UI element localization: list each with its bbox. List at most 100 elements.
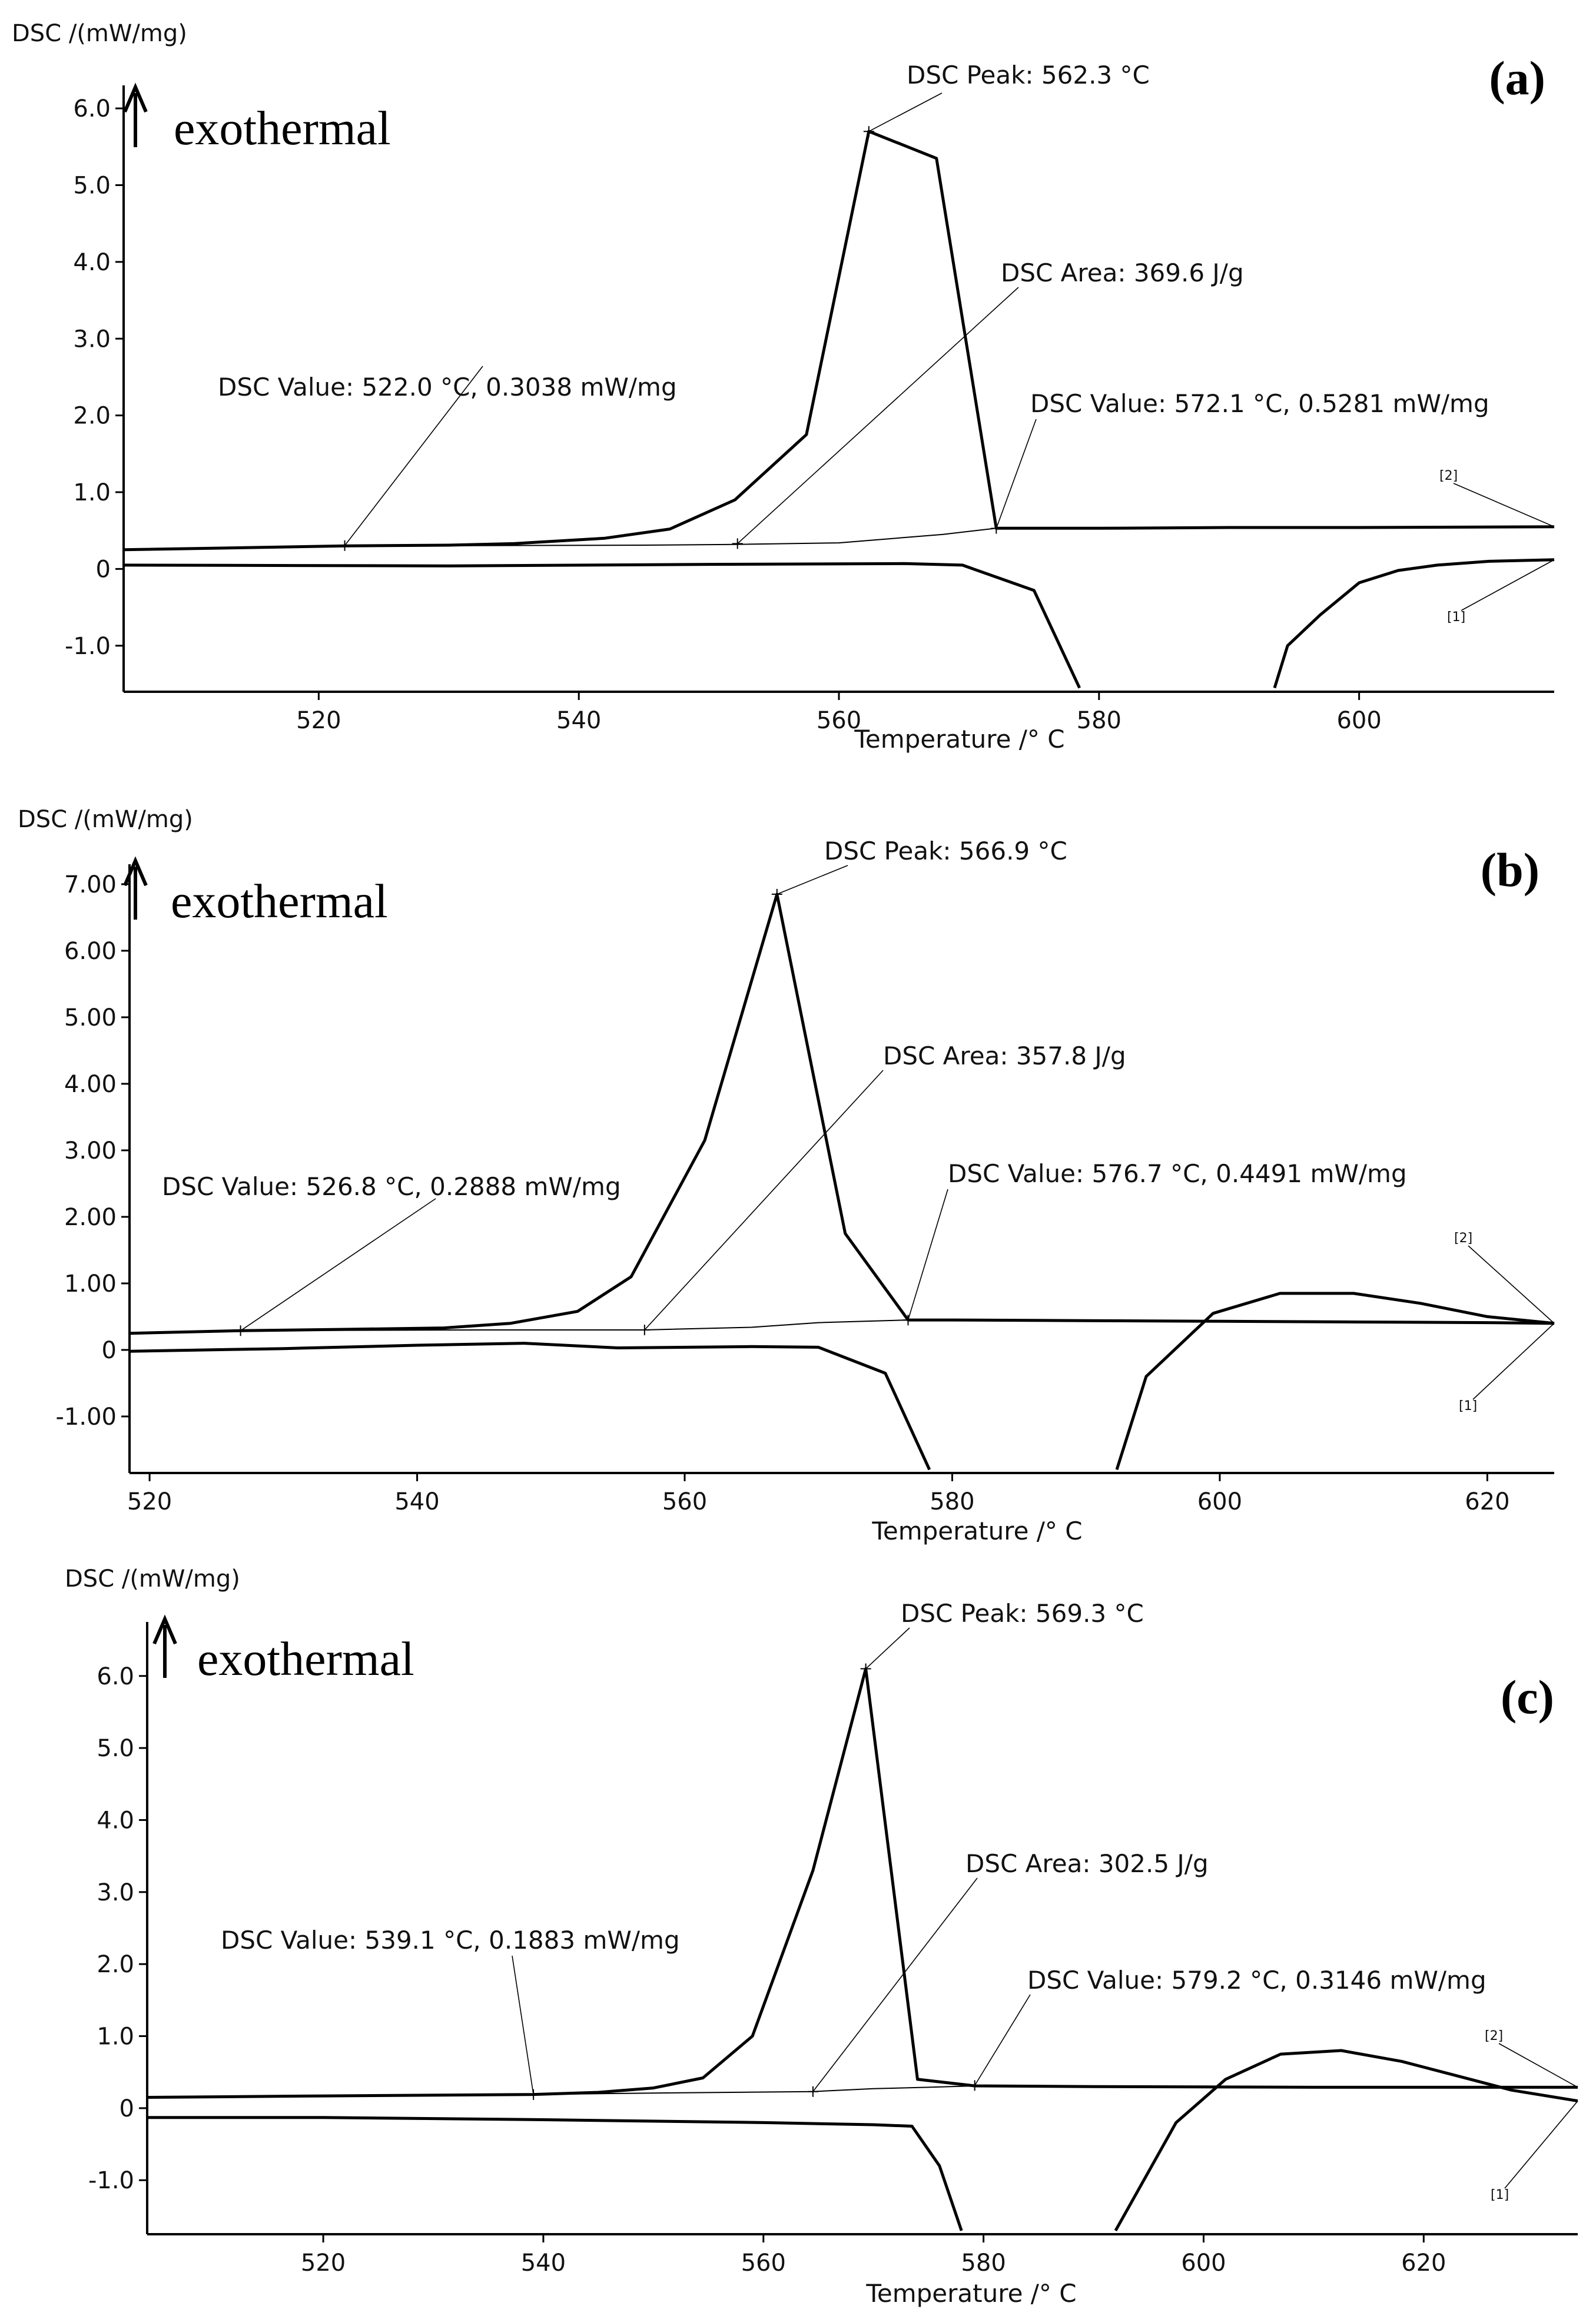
annotation-leader	[512, 1955, 534, 2095]
annotation-label: DSC Peak: 562.3 °C	[907, 61, 1150, 89]
area-baseline-line	[344, 528, 997, 547]
curve-tag: [1]	[1491, 2188, 1509, 2202]
dsc-curve-1	[123, 562, 1081, 689]
curve-tag-leader	[1468, 1245, 1555, 1324]
point-marker	[991, 523, 1002, 534]
annotation-label: DSC Value: 579.2 °C, 0.3146 mW/mg	[1027, 1966, 1486, 1995]
annotation-leader	[996, 419, 1037, 529]
x-tick-label: 540	[556, 707, 601, 734]
point-marker	[863, 126, 874, 137]
annotation-label: DSC Value: 539.1 °C, 0.1883 mW/mg	[221, 1926, 680, 1955]
y-tick-label: 5.0	[73, 172, 111, 199]
point-marker	[528, 2089, 539, 2100]
curve-tag: [2]	[1454, 1231, 1472, 1246]
point-marker	[732, 538, 743, 549]
panel-label: (b)	[1481, 843, 1539, 897]
curve-tag: [1]	[1459, 1399, 1477, 1414]
point-marker	[639, 1325, 650, 1336]
annotation-leader	[865, 1627, 910, 1670]
x-axis-label: Temperature /° C	[865, 2279, 1076, 2308]
up-arrow-icon	[152, 1614, 177, 1645]
y-tick-label: -1.0	[65, 633, 111, 660]
exothermal-label: exothermal	[171, 874, 388, 928]
area-baseline-line	[533, 2085, 975, 2095]
curve-tag-leader	[1461, 559, 1555, 611]
x-tick-label: 600	[1181, 2250, 1226, 2277]
curve-tag: [2]	[1439, 469, 1458, 483]
annotation-leader	[777, 865, 848, 895]
dsc-curve-1	[1273, 558, 1555, 689]
y-tick-label: 2.00	[64, 1204, 117, 1231]
panel-label: (a)	[1489, 51, 1545, 105]
y-tick-label: 0	[102, 1337, 117, 1364]
up-arrow-icon	[123, 82, 148, 113]
x-tick-label: 600	[1197, 1488, 1242, 1515]
annotation-leader	[974, 1994, 1031, 2086]
point-marker	[771, 888, 782, 900]
annotation-label: DSC Area: 302.5 J/g	[965, 1849, 1209, 1878]
y-tick-label: 2.0	[73, 403, 111, 430]
x-tick-label: 560	[741, 2250, 786, 2277]
point-marker	[860, 1663, 871, 1674]
dsc-curve-2	[129, 893, 1555, 1335]
curve-tag: [2]	[1485, 2029, 1503, 2043]
panel-a: 6.0 5.0 4.0 3.0 2.0 1.0 0 -1.0 520 540 560 580 600 DS…	[12, 20, 1555, 754]
annotation-leader	[868, 92, 943, 132]
x-tick-label: 560	[662, 1488, 707, 1515]
y-tick-label: 3.0	[73, 326, 111, 353]
y-axis-label: DSC /(mW/mg)	[18, 806, 193, 833]
curve-tag-leader	[1472, 1323, 1555, 1400]
panel-c: 6.0 5.0 4.0 3.0 2.0 1.0 0 -1.0 520 540 560 580 600 62…	[65, 1565, 1578, 2308]
exothermal-label: exothermal	[197, 1632, 414, 1686]
y-tick-label: 1.0	[97, 2023, 134, 2051]
dsc-curve-2	[147, 1667, 1578, 2099]
y-tick-label: 7.00	[64, 871, 117, 898]
annotation-label: DSC Area: 369.6 J/g	[1001, 258, 1244, 287]
y-tick-label: 6.0	[73, 95, 111, 122]
point-marker	[235, 1325, 246, 1336]
y-tick-label: 0	[96, 556, 111, 583]
y-tick-label: 5.0	[97, 1735, 134, 1762]
x-tick-label: 520	[301, 2250, 346, 2277]
point-marker	[807, 2086, 818, 2097]
annotation-label: DSC Value: 522.0 °C, 0.3038 mW/mg	[218, 373, 677, 402]
x-tick-label: 600	[1336, 707, 1381, 734]
annotation-leader	[344, 366, 483, 546]
x-tick-label: 580	[930, 1488, 974, 1515]
curve-tag-leader	[1453, 483, 1555, 528]
x-tick-label: 520	[127, 1488, 172, 1515]
y-tick-label: 6.0	[97, 1663, 134, 1690]
x-axis-label: Temperature /° C	[854, 725, 1064, 754]
y-tick-label: -1.0	[88, 2167, 134, 2194]
x-axis-label: Temperature /° C	[871, 1517, 1082, 1545]
panel-label: (c)	[1501, 1670, 1554, 1724]
y-tick-label: 4.0	[97, 1807, 134, 1834]
point-marker	[969, 2080, 980, 2091]
annotation-label: DSC Area: 357.8 J/g	[883, 1041, 1126, 1070]
y-tick-label: 3.00	[64, 1137, 117, 1165]
y-tick-label: 4.00	[64, 1071, 117, 1098]
annotation-label: DSC Value: 572.1 °C, 0.5281 mW/mg	[1030, 389, 1489, 418]
curve-tag-leader	[1498, 2043, 1578, 2088]
annotation-leader	[737, 287, 1019, 544]
y-axis-label: DSC /(mW/mg)	[12, 20, 187, 47]
annotation-label: DSC Value: 526.8 °C, 0.2888 mW/mg	[162, 1172, 621, 1201]
annotation-leader	[240, 1198, 436, 1331]
dsc-curve-1	[1114, 2049, 1578, 2232]
x-tick-label: 620	[1465, 1488, 1509, 1515]
area-baseline-line	[240, 1319, 908, 1332]
x-tick-label: 580	[1077, 707, 1121, 734]
y-tick-label: 4.0	[73, 249, 111, 276]
point-marker	[339, 540, 350, 551]
up-arrow-icon	[123, 856, 148, 887]
annotation-leader	[907, 1189, 948, 1321]
y-axis-label: DSC /(mW/mg)	[65, 1565, 240, 1593]
dsc-curve-1	[1115, 1292, 1555, 1471]
x-tick-label: 560	[817, 707, 861, 734]
curve-tag: [1]	[1447, 610, 1465, 625]
x-tick-label: 620	[1401, 2250, 1446, 2277]
annotation-leader	[644, 1070, 884, 1331]
annotation-label: DSC Peak: 569.3 °C	[901, 1599, 1144, 1628]
y-tick-label: 2.0	[97, 1951, 134, 1978]
